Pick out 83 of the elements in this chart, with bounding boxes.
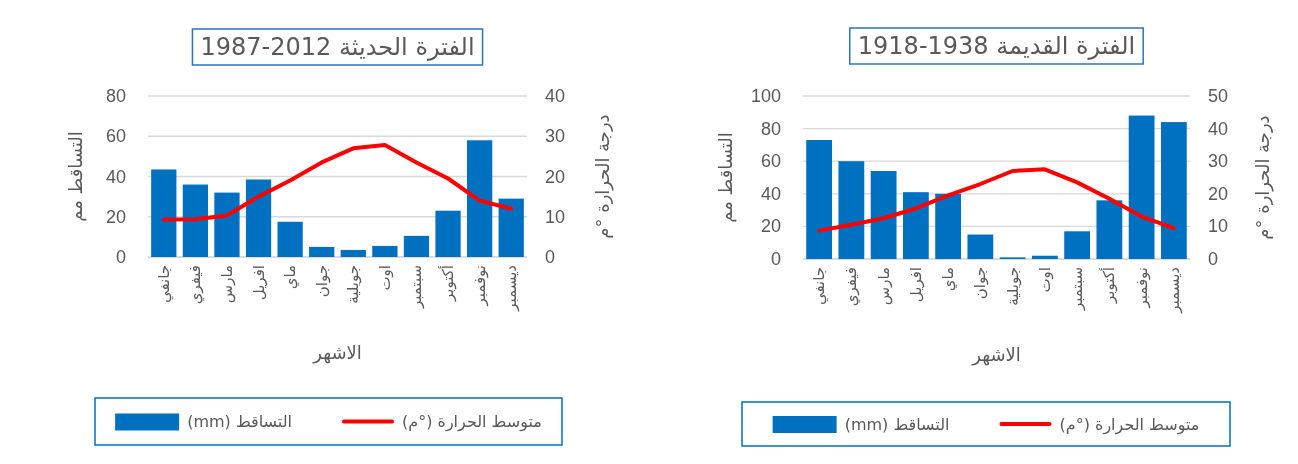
y2-tick-label: 10 xyxy=(1208,216,1229,237)
bar xyxy=(466,140,493,257)
bar xyxy=(277,221,303,257)
bar xyxy=(151,169,177,257)
y-tick-label: 80 xyxy=(105,86,126,106)
x-tick-label: سبتمبر xyxy=(1068,267,1087,312)
bar xyxy=(935,193,962,259)
y-tick-label: 80 xyxy=(760,118,781,139)
bar xyxy=(372,245,398,257)
x-tick-label: أكتوبر xyxy=(438,265,458,303)
bar xyxy=(214,192,240,257)
x-tick-label: ديسمبر xyxy=(502,265,521,312)
y2-tick-label: 20 xyxy=(545,166,566,187)
bar xyxy=(182,184,209,257)
x-tick-label: جوان xyxy=(971,267,990,300)
y-tick-label: 0 xyxy=(115,247,126,267)
bar xyxy=(1031,255,1058,259)
y-tick-label: 40 xyxy=(105,166,126,187)
x-axis-title: الاشهر xyxy=(312,341,362,364)
y2-tick-label: 10 xyxy=(545,206,566,227)
bar xyxy=(340,249,366,257)
y2-tick-label: 40 xyxy=(1208,118,1229,139)
y2-tick-label: 40 xyxy=(545,86,566,106)
x-tick-label: مارس xyxy=(217,265,236,304)
y-tick-label: 20 xyxy=(760,216,781,237)
chart-title: الفترة الحديثة 2012-1987 xyxy=(200,33,475,61)
y2-axis-title: درجة الحرارة °م xyxy=(1251,115,1274,240)
x-tick-label: جويلية xyxy=(344,265,363,304)
y2-tick-label: 30 xyxy=(1208,151,1229,172)
bar xyxy=(806,140,833,259)
bar xyxy=(1160,122,1187,259)
chart-title: الفترة القديمة 1938-1918 xyxy=(857,32,1136,60)
bar xyxy=(403,235,430,257)
x-tick-label: نوفمبر xyxy=(1132,267,1151,309)
bar xyxy=(498,198,524,257)
x-tick-label: جانفي xyxy=(154,265,174,304)
x-tick-label: جانفي xyxy=(810,267,830,306)
y-tick-label: 0 xyxy=(770,249,781,269)
x-tick-label: أكتوبر xyxy=(1099,267,1119,305)
bar xyxy=(967,234,994,259)
bar xyxy=(1064,231,1091,259)
y2-axis-title: درجة الحرارة °م xyxy=(591,114,614,239)
x-tick-label: افريل xyxy=(906,267,925,303)
y2-tick-label: 0 xyxy=(1208,249,1219,269)
bar xyxy=(1128,115,1155,259)
bar xyxy=(309,246,335,257)
y2-tick-label: 50 xyxy=(1208,86,1229,106)
x-tick-label: فيفري xyxy=(186,265,206,305)
y-tick-label: 20 xyxy=(105,206,126,227)
x-tick-label: افريل xyxy=(249,265,268,301)
bar xyxy=(245,179,272,257)
x-tick-label: سبتمبر xyxy=(407,265,426,310)
x-tick-label: نوفمبر xyxy=(470,265,489,307)
x-tick-label: ديسمبر xyxy=(1164,267,1183,314)
y-tick-label: 40 xyxy=(760,183,781,204)
x-tick-label: مارس xyxy=(874,267,893,306)
line-series xyxy=(161,143,514,222)
y-axis-title: التساقط مم xyxy=(714,132,737,223)
y2-tick-label: 30 xyxy=(545,126,566,147)
x-tick-label: فيفري xyxy=(842,267,862,307)
legend-label: التساقط (mm) xyxy=(844,414,950,434)
y-axis-title: التساقط مم xyxy=(64,131,87,222)
y2-tick-label: 20 xyxy=(1208,183,1229,204)
y2-tick-label: 0 xyxy=(545,247,556,267)
x-tick-label: جويلية xyxy=(1003,267,1022,306)
x-tick-label: ماي xyxy=(281,265,301,290)
bar xyxy=(435,210,461,257)
x-tick-label: اوت xyxy=(1035,267,1054,293)
legend-label: متوسط الحرارة (°م) xyxy=(1059,414,1200,435)
x-tick-label: جوان xyxy=(312,265,331,298)
y-tick-label: 60 xyxy=(105,126,126,147)
y-tick-label: 100 xyxy=(750,86,781,106)
bar xyxy=(838,161,865,259)
bar xyxy=(1096,200,1123,259)
x-tick-label: ماي xyxy=(939,267,959,292)
x-tick-label: اوت xyxy=(375,265,394,291)
bar xyxy=(902,192,929,259)
legend-label: متوسط الحرارة (°م) xyxy=(402,412,542,432)
line-series xyxy=(817,167,1176,233)
y-tick-label: 60 xyxy=(760,151,781,172)
legend-label: التساقط (mm) xyxy=(187,412,293,431)
x-axis-title: الاشهر xyxy=(971,343,1021,366)
bar xyxy=(870,170,897,259)
